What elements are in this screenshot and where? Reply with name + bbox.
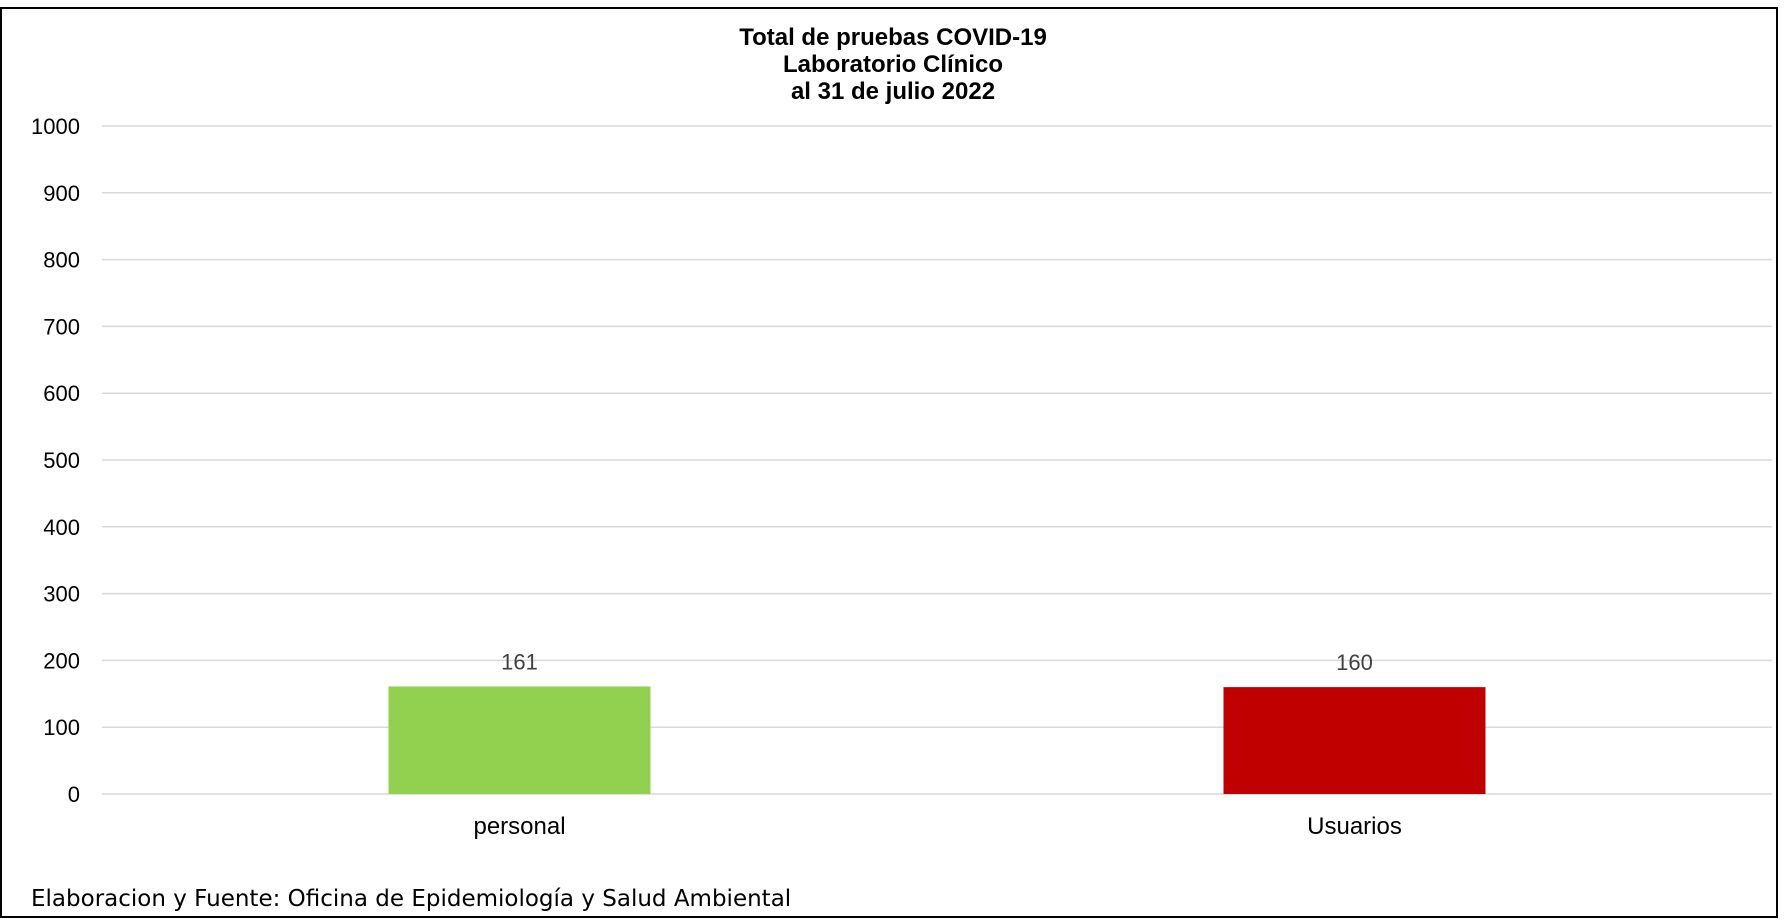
y-tick-label: 900 — [43, 181, 80, 206]
y-tick-label: 200 — [43, 648, 80, 673]
chart-title-line-3: al 31 de julio 2022 — [790, 78, 996, 105]
chart-title-line-2: Laboratorio Clínico — [782, 51, 1003, 78]
y-tick-label: 0 — [68, 782, 80, 807]
data-label: 161 — [501, 649, 538, 674]
bar — [388, 686, 651, 794]
y-tick-label: 300 — [43, 582, 80, 607]
x-tick-label: Usuarios — [1307, 813, 1402, 840]
source-note: Elaboracion y Fuente: Oficina de Epidemi… — [31, 886, 792, 912]
y-tick-label: 500 — [43, 448, 80, 473]
y-tick-label: 1000 — [31, 114, 80, 139]
chart-title: Total de pruebas COVID-19 Laboratorio Cl… — [0, 24, 1786, 105]
y-tick-label: 700 — [43, 314, 80, 339]
y-tick-label: 600 — [43, 381, 80, 406]
y-tick-label: 100 — [43, 715, 80, 740]
chart-title-line-1: Total de pruebas COVID-19 — [739, 24, 1047, 51]
bar — [1223, 687, 1486, 794]
y-tick-label: 400 — [43, 515, 80, 540]
y-tick-label: 800 — [43, 248, 80, 273]
x-tick-label: personal — [473, 813, 565, 840]
data-label: 160 — [1336, 650, 1373, 675]
